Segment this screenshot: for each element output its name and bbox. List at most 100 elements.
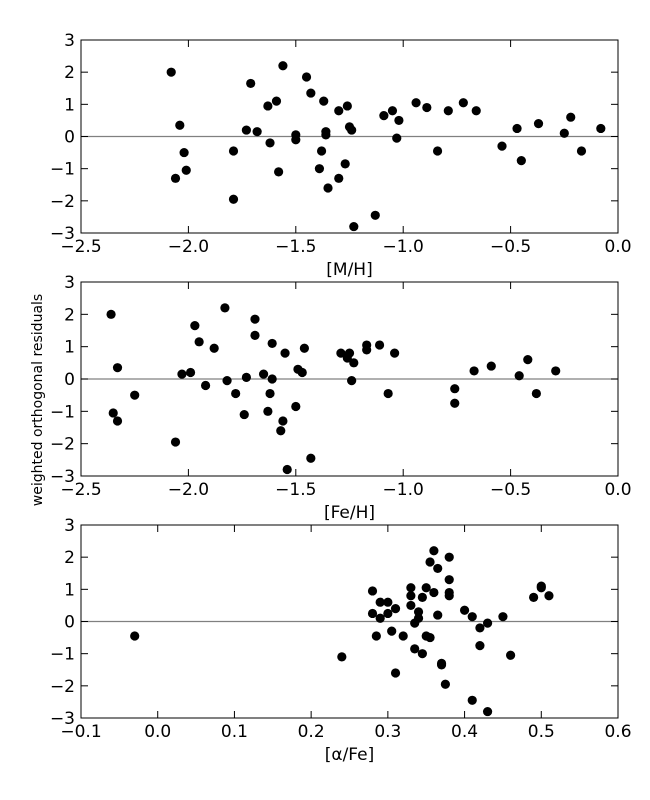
data-point [413,613,424,623]
data-point [387,626,397,636]
data-point [276,426,286,436]
data-point [344,348,355,358]
data-point [321,127,331,137]
data-point [375,597,385,607]
data-point [497,141,507,151]
x-tick-label: 0.6 [604,722,631,742]
y-tick-label: −2 [50,677,75,697]
y-tick-label: −2 [50,435,75,455]
data-point [250,314,260,324]
data-point [506,650,516,660]
x-axis-label: [Fe/H] [324,503,375,523]
data-point [299,343,309,353]
data-point [529,592,539,602]
data-point [398,631,408,641]
data-point [467,612,477,622]
data-point [410,644,420,654]
data-point [459,605,470,615]
data-point [469,366,479,376]
data-point [278,416,288,426]
data-point [291,130,301,140]
data-point [200,380,211,391]
data-point [336,348,346,358]
data-point [265,138,275,148]
y-tick-label: 0 [64,370,75,390]
data-point [576,146,587,156]
y-tick-label: 3 [64,516,75,536]
data-point [450,384,460,394]
data-point [425,632,435,643]
data-point [228,194,239,204]
data-point [486,361,496,371]
y-tick-label: −2 [50,192,75,212]
data-point [334,173,344,183]
data-point [429,587,439,598]
data-point [371,631,381,641]
data-point [444,575,454,585]
y-tick-label: 0 [64,128,75,148]
x-tick-label: −0.5 [490,480,531,500]
x-axis-label: [M/H] [326,260,372,280]
x-axis-label: [α/Fe] [325,745,375,765]
data-point [106,309,116,319]
data-point [425,557,435,567]
data-point [263,101,273,111]
data-point [367,586,378,596]
data-point [370,210,380,220]
data-point [467,695,477,705]
data-point [533,119,544,129]
data-point [458,98,468,108]
data-point [544,591,554,601]
data-point [390,348,400,358]
data-point [246,78,256,89]
data-point [390,668,401,678]
data-point [282,464,292,475]
y-tick-label: 1 [64,580,75,600]
data-point [436,660,447,670]
data-point [421,583,431,593]
data-point [383,388,393,399]
data-point [347,376,357,386]
shared-y-axis-label: weighted orthogonal residuals [30,294,46,506]
data-point [411,98,421,108]
x-tick-label: 0.0 [604,237,631,257]
data-point [482,706,493,717]
data-point [228,146,239,156]
y-tick-label: −1 [50,645,75,665]
y-tick-label: −3 [50,467,75,487]
data-point [394,115,404,126]
data-point [433,610,443,620]
x-tick-label: −2.5 [60,237,101,257]
data-point [280,348,290,358]
data-point [274,167,284,177]
data-point [306,453,316,463]
data-point [444,552,454,562]
data-point [347,125,357,135]
data-point [406,600,416,611]
data-point [130,631,140,641]
data-point [498,612,508,622]
data-point [516,156,526,166]
x-tick-label: −1.0 [383,480,424,500]
data-point [278,61,288,71]
data-point [362,340,372,350]
x-tick-label: −2.5 [60,480,101,500]
data-point [166,67,176,77]
data-point [444,591,454,601]
data-point [417,649,427,659]
data-point [392,133,402,143]
data-point [267,374,277,384]
data-point [291,401,301,412]
data-point [482,618,493,628]
data-point [220,303,230,313]
data-point [596,123,606,134]
data-point [566,112,576,122]
y-tick-label: 2 [64,548,75,568]
data-point [471,106,481,116]
data-point [349,221,359,232]
data-point [170,173,181,183]
y-tick-label: 3 [64,273,75,293]
data-point [559,128,569,138]
data-point [443,106,453,116]
